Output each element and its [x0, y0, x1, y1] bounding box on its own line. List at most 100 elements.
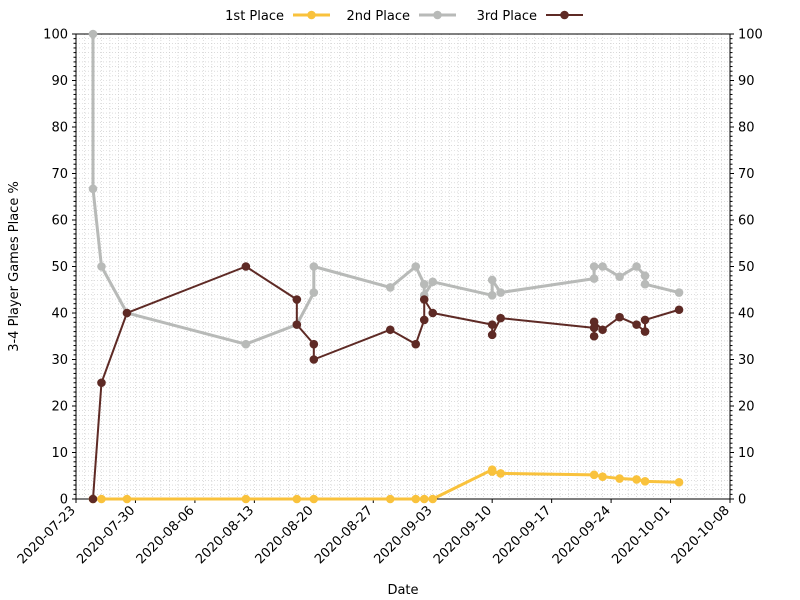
data-point [598, 325, 607, 335]
data-point [292, 494, 302, 504]
legend-label: 2nd Place [347, 9, 410, 24]
data-point [241, 262, 251, 271]
data-point [428, 494, 438, 504]
data-point [487, 275, 497, 285]
y-tick-label-left: 60 [51, 214, 68, 229]
data-point [589, 274, 599, 283]
y-tick-label-right: 20 [738, 400, 755, 415]
y-tick-label-left: 70 [51, 167, 68, 182]
data-point [487, 330, 497, 340]
data-point [589, 323, 599, 333]
data-point [88, 184, 98, 194]
y-tick-label-right: 0 [738, 493, 746, 508]
data-point [615, 474, 624, 483]
x-tick-label: 2020-07-30 [74, 503, 138, 567]
y-tick-label-right: 10 [738, 446, 755, 461]
data-point [385, 325, 395, 335]
data-point [674, 288, 684, 297]
data-point [97, 378, 106, 388]
legend-item: 3rd Place [477, 9, 583, 24]
data-point [632, 475, 641, 484]
y-tick-label-right: 50 [738, 260, 755, 275]
y-tick-label-right: 70 [738, 167, 755, 182]
data-point [674, 477, 684, 487]
x-tick-label: 2020-08-06 [134, 503, 198, 567]
series-3 [88, 262, 684, 504]
y-tick-label-right: 40 [738, 307, 755, 322]
x-tick-label: 2020-09-10 [431, 503, 495, 567]
data-point [640, 477, 650, 486]
y-tick-label-left: 0 [60, 493, 68, 508]
series-1 [88, 465, 684, 504]
data-point [88, 494, 98, 504]
y-tick-label-left: 20 [51, 400, 68, 415]
data-point [589, 262, 599, 271]
x-tick-label: 2020-08-13 [193, 503, 257, 567]
data-point [496, 469, 505, 478]
data-point [428, 308, 438, 318]
y-tick-label-left: 30 [51, 353, 68, 368]
data-point [122, 494, 132, 504]
data-point [598, 472, 607, 481]
data-point [496, 313, 505, 323]
data-point [487, 320, 497, 329]
legend-label: 3rd Place [477, 9, 537, 24]
data-point [97, 494, 106, 504]
x-tick-label: 2020-10-01 [609, 503, 673, 567]
y-tick-label-right: 60 [738, 214, 755, 229]
data-point [589, 317, 599, 327]
data-point [309, 288, 319, 297]
data-point [385, 283, 395, 292]
data-point [122, 308, 132, 318]
legend-marker [433, 10, 442, 20]
data-point [88, 29, 98, 39]
series-line [91, 265, 680, 500]
x-tick-label: 2020-09-24 [550, 503, 614, 567]
data-point [632, 262, 641, 271]
data-point [615, 272, 624, 282]
y-tick-label-right: 30 [738, 353, 755, 368]
data-point [292, 295, 302, 304]
data-point [241, 494, 251, 504]
y-tick-label-left: 100 [43, 28, 68, 43]
series-line [91, 34, 680, 346]
y-tick-label-right: 100 [738, 28, 763, 43]
data-point [419, 295, 429, 304]
y-axis-label: 3-4 Player Games Place % [7, 181, 22, 352]
data-point [241, 339, 251, 349]
data-point [309, 494, 319, 504]
data-point [640, 271, 650, 281]
data-point [428, 277, 438, 287]
data-point [385, 494, 395, 504]
data-point [598, 262, 607, 271]
legend-marker [307, 10, 316, 20]
data-point [97, 262, 106, 271]
data-point [411, 339, 421, 349]
data-point [309, 262, 319, 271]
x-tick-label: 2020-09-17 [490, 503, 554, 567]
data-series [88, 29, 684, 504]
data-point [411, 262, 421, 271]
data-point [615, 312, 624, 322]
legend-item: 1st Place [225, 9, 330, 24]
data-point [487, 467, 497, 476]
data-point [674, 305, 684, 315]
data-point [487, 291, 497, 300]
data-point [419, 279, 429, 289]
data-point [640, 315, 650, 325]
y-tick-label-left: 40 [51, 307, 68, 322]
y-tick-label-left: 90 [51, 74, 68, 89]
legend-item: 2nd Place [347, 9, 456, 24]
x-axis-label: Date [387, 583, 418, 598]
data-point [419, 494, 429, 504]
minor-grid [76, 34, 730, 499]
data-point [589, 470, 599, 480]
data-point [411, 494, 421, 504]
x-tick-label: 2020-08-27 [312, 503, 376, 567]
data-point [309, 355, 319, 364]
data-point [632, 320, 641, 329]
data-point [419, 315, 429, 325]
x-tick-label: 2020-08-20 [253, 503, 317, 567]
y-tick-label-right: 90 [738, 74, 755, 89]
legend: 1st Place 2nd Place 3rd Place [225, 9, 583, 24]
